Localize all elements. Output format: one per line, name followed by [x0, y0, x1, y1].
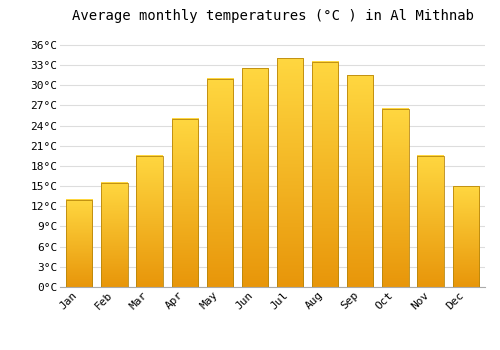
- Bar: [206, 78, 233, 287]
- Bar: [277, 58, 303, 287]
- Bar: [452, 186, 479, 287]
- Bar: [418, 156, 444, 287]
- Bar: [242, 69, 268, 287]
- Bar: [66, 199, 92, 287]
- Title: Average monthly temperatures (°C ) in Al Mithnab: Average monthly temperatures (°C ) in Al…: [72, 9, 473, 23]
- Bar: [382, 109, 408, 287]
- Bar: [347, 75, 374, 287]
- Bar: [102, 183, 128, 287]
- Bar: [312, 62, 338, 287]
- Bar: [136, 156, 162, 287]
- Bar: [172, 119, 198, 287]
